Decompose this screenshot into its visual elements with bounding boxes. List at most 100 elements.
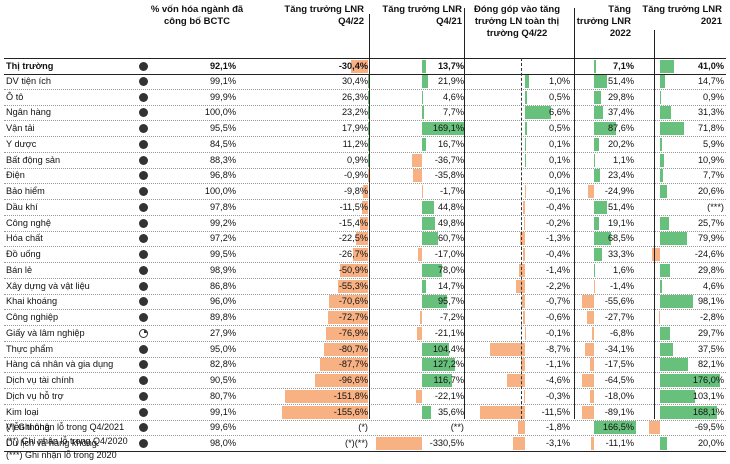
value-bar xyxy=(368,106,369,120)
row-value-q421: 14,7% xyxy=(437,280,464,291)
row-value-y21: 29,7% xyxy=(697,327,724,338)
full-circle-icon xyxy=(139,391,148,401)
value-bar xyxy=(420,311,422,324)
value-bar xyxy=(517,421,525,435)
value-bar xyxy=(359,216,368,230)
row-sector-name: Xây dựng và vật liệu xyxy=(6,280,90,291)
value-bar xyxy=(660,358,688,372)
value-bar xyxy=(593,279,595,293)
table-row: Thị trường 92,1% -30,4% 13,7% 7,1% 41,0% xyxy=(4,58,726,75)
footnote: (***) Ghi nhận lỗ trong 2020 xyxy=(6,450,117,460)
value-bar xyxy=(519,263,525,277)
row-value-q421: 21,9% xyxy=(437,75,464,86)
value-bar xyxy=(582,374,594,387)
row-market-cap: 97,8% xyxy=(209,201,236,212)
row-value-q421: -36,7% xyxy=(434,154,464,165)
value-bar xyxy=(362,185,368,198)
value-bar xyxy=(367,169,369,183)
row-value-q422: -72,7% xyxy=(338,312,368,322)
value-bar xyxy=(422,216,435,230)
row-value-y22: -34,1% xyxy=(604,343,634,354)
row-value-y22: 23,4% xyxy=(607,170,634,181)
value-bar xyxy=(659,311,661,324)
full-circle-icon xyxy=(139,108,148,118)
row-value-q422: -70,6% xyxy=(338,296,368,307)
table-row: Công nghệ 99,2% -15,4% 49,8% -0,2% 19,1% 25,7% xyxy=(4,216,726,232)
header-growth-2022: Tăng trưởng LNR 2022 xyxy=(576,4,631,39)
value-bar xyxy=(649,421,660,435)
row-value-y21: 29,8% xyxy=(697,264,724,275)
value-bar xyxy=(368,137,369,151)
footnote: (*) Ghi nhận lỗ trong Q4/2021 xyxy=(6,422,125,432)
value-bar xyxy=(651,248,660,261)
row-sector-name: Bán lẻ xyxy=(6,264,33,275)
row-value-y21: 0,9% xyxy=(703,91,724,102)
row-sector-name: Dầu khí xyxy=(6,201,38,212)
row-value-y21: 79,9% xyxy=(697,233,724,244)
row-value-q422: 17,9% xyxy=(341,123,368,133)
value-bar xyxy=(660,169,663,183)
row-market-cap: 99,1% xyxy=(209,406,236,417)
row-value-q422: (*)(**) xyxy=(345,438,368,448)
value-bar xyxy=(519,232,525,246)
row-value-y21: 7,7% xyxy=(703,170,724,181)
column-divider xyxy=(369,14,370,419)
row-market-cap: 97,2% xyxy=(209,233,236,244)
row-value-contrib: -0,1% xyxy=(545,327,570,338)
row-value-q422: -55,3% xyxy=(338,280,368,291)
value-bar xyxy=(480,405,525,419)
value-bar xyxy=(660,106,671,120)
value-bar xyxy=(594,216,599,230)
row-value-y22: 19,1% xyxy=(607,217,634,228)
row-value-y21: (***) xyxy=(707,201,724,212)
row-sector-name: Giấy và lâm nghiệp xyxy=(6,327,85,338)
value-bar xyxy=(422,60,426,73)
table-row: Du lịch và hàng không 98,0% (*)(**) -330,5%… xyxy=(4,436,726,452)
value-bar xyxy=(284,389,368,403)
footnote: (**) Ghi nhận lỗ trong Q4/2020 xyxy=(6,436,128,446)
value-bar xyxy=(525,90,527,104)
value-bar xyxy=(368,122,369,135)
row-value-q422: -80,7% xyxy=(338,343,368,354)
table-row: Hàng cá nhân và gia dụng 82,8% -87,7% 127,2… xyxy=(4,357,726,374)
row-value-y22: 68,5% xyxy=(607,233,634,244)
row-value-q422: -9,8% xyxy=(343,186,368,196)
full-circle-icon xyxy=(139,360,148,370)
value-bar xyxy=(412,169,422,183)
row-value-y22: -64,5% xyxy=(604,375,634,385)
row-value-y22: 87,6% xyxy=(607,123,634,133)
row-value-q421: 49,8% xyxy=(437,217,464,228)
row-value-y22: -11,1% xyxy=(605,438,634,448)
row-value-y21: 41,0% xyxy=(697,61,724,71)
full-circle-icon xyxy=(139,76,148,86)
row-market-cap: 100,0% xyxy=(204,107,236,118)
row-sector-name: Khai khoáng xyxy=(6,296,58,307)
row-sector-name: Vận tải xyxy=(6,123,35,133)
column-divider xyxy=(574,8,575,419)
row-value-contrib: -1,4% xyxy=(545,264,570,275)
row-value-q421: 60,7% xyxy=(437,233,464,244)
value-bar xyxy=(660,137,662,151)
row-value-contrib: 0,0% xyxy=(549,170,570,181)
value-bar xyxy=(524,216,526,230)
row-value-q422: -96,6% xyxy=(338,375,368,385)
value-bar xyxy=(587,311,594,324)
row-value-y21: 31,3% xyxy=(697,107,724,118)
value-bar xyxy=(422,90,424,104)
row-sector-name: Hóa chất xyxy=(6,233,43,244)
row-value-q422: (*) xyxy=(358,422,368,433)
value-bar xyxy=(490,342,525,356)
value-bar xyxy=(594,106,604,120)
value-bar xyxy=(524,185,526,198)
table-row: Y dược 84,5% 11,2% 16,7% 0,1% 20,2% 5,9% xyxy=(4,137,726,153)
value-bar xyxy=(594,248,603,261)
table-row: Dịch vụ tài chính 90,5% -96,6% 116,7% -4,6% -… xyxy=(4,373,726,389)
row-market-cap: 82,8% xyxy=(209,359,236,370)
value-bar xyxy=(417,248,422,261)
row-value-y21: 82,1% xyxy=(697,359,724,370)
value-bar xyxy=(368,153,369,167)
row-value-q421: 44,8% xyxy=(437,201,464,212)
table-row: Công nghiệp 89,8% -72,7% -7,2% -0,6% -27,7% -2… xyxy=(4,310,726,326)
row-value-y21: 103,1% xyxy=(692,390,724,401)
value-bar xyxy=(422,279,426,293)
